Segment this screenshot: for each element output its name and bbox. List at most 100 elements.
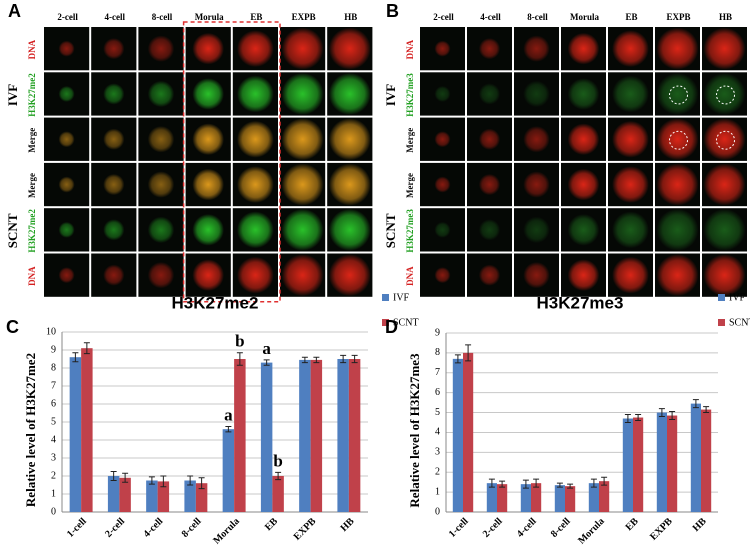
error-bar [601,476,608,486]
error-bar [465,344,472,362]
bar [234,359,246,512]
embryo [103,83,125,105]
row-label: Merge [27,173,37,198]
error-bar [567,483,574,489]
bar [337,359,349,512]
embryo [703,163,746,206]
embryo [656,254,699,297]
y-tick-label: 9 [51,344,56,355]
x-tick-label: 1-cell [65,516,89,540]
embryo [328,72,371,115]
y-tick-label: 8 [435,347,440,358]
embryo [237,120,274,158]
y-tick-label: 1 [435,486,440,497]
error-bar [148,476,155,485]
bar [656,412,667,512]
y-tick-label: 5 [435,407,440,418]
y-tick-label: 4 [51,434,56,445]
x-tick-label: 8-cell [180,516,204,540]
embryo [612,256,649,294]
column-header: 2-cell [57,12,78,22]
x-tick-label: EXPB [648,516,675,543]
error-bar [225,426,232,433]
row-label: Merge [27,128,37,153]
column-header: Morula [570,12,599,22]
error-bar [122,472,129,483]
embryo [478,38,501,60]
row-label: DNA [405,266,415,286]
column-header: 4-cell [480,12,501,22]
error-bar [351,354,358,364]
x-tick-label: 2-cell [103,516,127,540]
bar [633,417,644,512]
embryo [237,75,274,113]
embryo [103,173,125,196]
y-axis-label: Relative level of H3K27me2 [23,353,38,507]
region-marker [716,130,735,150]
row-label: H3K27me3 [405,73,415,117]
y-tick-label: 6 [51,398,56,409]
legend-swatch [382,294,389,301]
embryo [612,211,649,249]
embryo [434,221,451,238]
embryo [58,40,75,57]
embryo [192,123,224,156]
embryo [567,168,600,201]
error-bar [454,354,461,364]
embryo [103,264,125,286]
group-label: SCNT [383,213,398,248]
x-tick-label: HB [691,516,709,534]
error-bar [533,478,540,488]
bar [119,477,131,512]
y-tick-label: 10 [46,326,56,337]
embryo [281,208,324,251]
embryo [478,128,501,150]
embryo [192,214,224,246]
bar [69,357,82,512]
panel-letter: B [386,1,399,21]
embryo [612,166,649,203]
error-bar [160,475,167,488]
embryo [328,254,371,297]
highlight-box [182,21,281,303]
error-bar [590,478,597,488]
bar [690,403,701,512]
embryo [192,259,224,291]
x-tick-label: HB [339,516,357,534]
embryo [147,171,175,198]
embryo [147,35,175,62]
column-header: 8-cell [152,12,173,22]
error-bar [110,471,117,481]
bar [348,359,361,512]
error-bar [83,342,90,355]
embryo [523,261,550,289]
bar [146,480,158,512]
x-tick-label: Morula [211,516,242,547]
error-bar [703,406,710,414]
error-bar [624,414,631,423]
bar [299,359,311,512]
y-tick-label: 6 [435,387,440,398]
x-tick-label: 2-cell [481,516,505,540]
embryo [237,256,274,294]
embryo [281,163,324,206]
row-label: DNA [27,39,37,59]
error-bar [236,352,243,366]
embryo [523,216,550,244]
embryo [703,254,746,297]
y-tick-label: 7 [435,367,440,378]
panel-letter: C [6,317,19,337]
bar [272,476,284,512]
x-tick-label: EB [624,516,641,533]
row-label: DNA [405,39,415,59]
error-bar [301,356,308,364]
embryo [612,120,649,158]
embryo [478,173,501,196]
y-tick-label: 2 [435,467,440,478]
legend-label: IVF [393,292,410,303]
bar [497,484,508,512]
legend-swatch [718,319,725,326]
bar [107,476,120,512]
row-label: Merge [405,173,415,198]
embryo [434,40,451,57]
